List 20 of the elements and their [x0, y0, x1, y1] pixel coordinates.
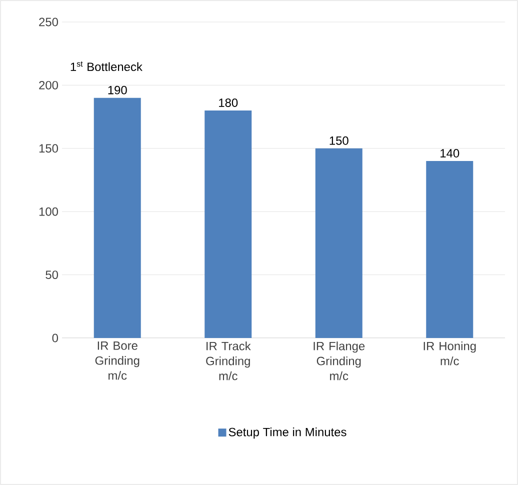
x-tick-label: IR Flange Grinding m/c [314, 342, 365, 380]
bar [426, 161, 474, 338]
y-tick-label: 200 [39, 80, 58, 90]
y-tick-label: 0 [52, 334, 58, 342]
bar [315, 148, 362, 338]
y-tick-label: 250 [39, 18, 58, 26]
annotation: 1$^{st}$ Bottleneck [70, 61, 142, 72]
data-label: 140 [440, 149, 460, 158]
data-label: 150 [330, 136, 348, 145]
x-tick-label: IR Bore Grinding m/c [95, 342, 140, 380]
data-label: 190 [108, 86, 127, 94]
y-tick-label: 150 [39, 144, 58, 153]
x-tick-label: IR Track Grinding m/c [206, 342, 251, 380]
data-label: 180 [219, 98, 238, 107]
y-tick-label: 100 [39, 207, 58, 216]
x-tick-label: IR Honing m/c [424, 342, 476, 366]
bar [204, 110, 252, 338]
legend-label: Setup Time in Minutes [228, 428, 346, 439]
bar [94, 98, 141, 338]
y-tick-label: 50 [46, 270, 58, 280]
